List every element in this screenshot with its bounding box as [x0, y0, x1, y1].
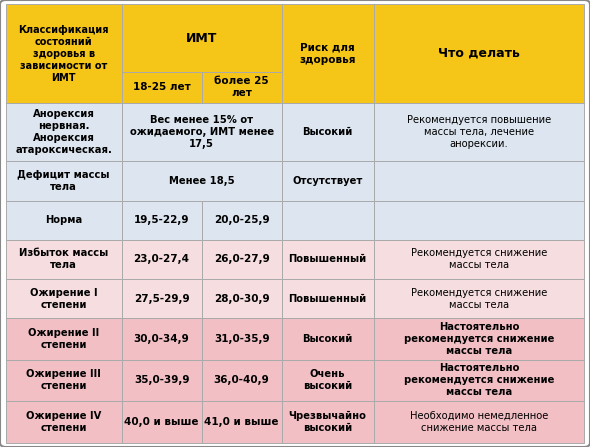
FancyBboxPatch shape: [6, 4, 122, 102]
Text: Ожирение II
степени: Ожирение II степени: [28, 328, 99, 350]
Text: Высокий: Высокий: [303, 334, 353, 344]
FancyBboxPatch shape: [122, 161, 281, 201]
Text: Настоятельно
рекомендуется снижение
массы тела: Настоятельно рекомендуется снижение масс…: [404, 363, 554, 397]
FancyBboxPatch shape: [373, 4, 584, 102]
FancyBboxPatch shape: [281, 201, 373, 240]
Text: Рекомендуется снижение
массы тела: Рекомендуется снижение массы тела: [411, 249, 547, 270]
Text: 28,0-30,9: 28,0-30,9: [214, 294, 270, 304]
FancyBboxPatch shape: [202, 201, 281, 240]
FancyBboxPatch shape: [281, 161, 373, 201]
FancyBboxPatch shape: [122, 102, 281, 161]
Text: Ожирение III
степени: Ожирение III степени: [27, 369, 101, 392]
FancyBboxPatch shape: [6, 102, 122, 161]
FancyBboxPatch shape: [281, 4, 373, 102]
Text: 18-25 лет: 18-25 лет: [133, 82, 191, 92]
Text: Очень
высокий: Очень высокий: [303, 369, 352, 392]
FancyBboxPatch shape: [373, 279, 584, 318]
Text: Анорексия
нервная.
Анорексия
атароксическая.: Анорексия нервная. Анорексия атароксичес…: [15, 109, 112, 155]
FancyBboxPatch shape: [6, 279, 122, 318]
FancyBboxPatch shape: [122, 240, 202, 279]
FancyBboxPatch shape: [122, 72, 202, 102]
Text: 19,5-22,9: 19,5-22,9: [134, 215, 189, 225]
FancyBboxPatch shape: [373, 161, 584, 201]
Text: 26,0-27,9: 26,0-27,9: [214, 254, 270, 265]
FancyBboxPatch shape: [373, 102, 584, 161]
FancyBboxPatch shape: [122, 401, 202, 443]
FancyBboxPatch shape: [281, 279, 373, 318]
Text: Риск для
здоровья: Риск для здоровья: [299, 42, 356, 64]
Text: Что делать: Что делать: [438, 47, 520, 60]
Text: 27,5-29,9: 27,5-29,9: [134, 294, 189, 304]
Text: Необходимо немедленное
снижение массы тела: Необходимо немедленное снижение массы те…: [409, 411, 548, 433]
FancyBboxPatch shape: [6, 401, 122, 443]
Text: ИМТ: ИМТ: [186, 32, 217, 45]
FancyBboxPatch shape: [202, 240, 281, 279]
FancyBboxPatch shape: [202, 72, 281, 102]
Text: Дефицит массы
тела: Дефицит массы тела: [18, 170, 110, 192]
FancyBboxPatch shape: [6, 201, 122, 240]
Text: Высокий: Высокий: [303, 127, 353, 137]
Text: Рекомендуется снижение
массы тела: Рекомендуется снижение массы тела: [411, 288, 547, 310]
Text: Классификация
состояний
здоровья в
зависимости от
ИМТ: Классификация состояний здоровья в завис…: [18, 25, 109, 83]
FancyBboxPatch shape: [373, 240, 584, 279]
Text: 30,0-34,9: 30,0-34,9: [134, 334, 189, 344]
FancyBboxPatch shape: [281, 318, 373, 360]
Text: Отсутствует: Отсутствует: [293, 176, 363, 186]
Text: 31,0-35,9: 31,0-35,9: [214, 334, 270, 344]
FancyBboxPatch shape: [202, 401, 281, 443]
Text: 35,0-39,9: 35,0-39,9: [134, 375, 189, 385]
FancyBboxPatch shape: [202, 360, 281, 401]
FancyBboxPatch shape: [122, 4, 281, 72]
Text: Избыток массы
тела: Избыток массы тела: [19, 249, 109, 270]
Text: Ожирение IV
степени: Ожирение IV степени: [26, 411, 101, 433]
FancyBboxPatch shape: [281, 401, 373, 443]
FancyBboxPatch shape: [122, 201, 202, 240]
Text: 20,0-25,9: 20,0-25,9: [214, 215, 270, 225]
FancyBboxPatch shape: [6, 318, 122, 360]
FancyBboxPatch shape: [202, 318, 281, 360]
Text: Менее 18,5: Менее 18,5: [169, 176, 234, 186]
FancyBboxPatch shape: [281, 360, 373, 401]
FancyBboxPatch shape: [373, 318, 584, 360]
FancyBboxPatch shape: [122, 279, 202, 318]
Text: 23,0-27,4: 23,0-27,4: [133, 254, 189, 265]
FancyBboxPatch shape: [6, 360, 122, 401]
FancyBboxPatch shape: [373, 401, 584, 443]
FancyBboxPatch shape: [6, 240, 122, 279]
FancyBboxPatch shape: [202, 279, 281, 318]
Text: 36,0-40,9: 36,0-40,9: [214, 375, 270, 385]
FancyBboxPatch shape: [281, 102, 373, 161]
Text: 40,0 и выше: 40,0 и выше: [124, 417, 199, 427]
FancyBboxPatch shape: [281, 240, 373, 279]
Text: Чрезвычайно
высокий: Чрезвычайно высокий: [289, 411, 366, 433]
FancyBboxPatch shape: [373, 201, 584, 240]
Text: Настоятельно
рекомендуется снижение
массы тела: Настоятельно рекомендуется снижение масс…: [404, 322, 554, 356]
Text: Повышенный: Повышенный: [289, 294, 367, 304]
Text: Повышенный: Повышенный: [289, 254, 367, 265]
Text: Вес менее 15% от
ожидаемого, ИМТ менее
17,5: Вес менее 15% от ожидаемого, ИМТ менее 1…: [130, 115, 274, 149]
Text: Ожирение I
степени: Ожирение I степени: [30, 288, 97, 310]
FancyBboxPatch shape: [122, 318, 202, 360]
FancyBboxPatch shape: [122, 360, 202, 401]
FancyBboxPatch shape: [6, 161, 122, 201]
Text: Рекомендуется повышение
массы тела, лечение
анорексии.: Рекомендуется повышение массы тела, лече…: [407, 115, 551, 149]
Text: более 25
лет: более 25 лет: [214, 76, 269, 98]
Text: 41,0 и выше: 41,0 и выше: [204, 417, 279, 427]
Text: Норма: Норма: [45, 215, 83, 225]
FancyBboxPatch shape: [373, 360, 584, 401]
